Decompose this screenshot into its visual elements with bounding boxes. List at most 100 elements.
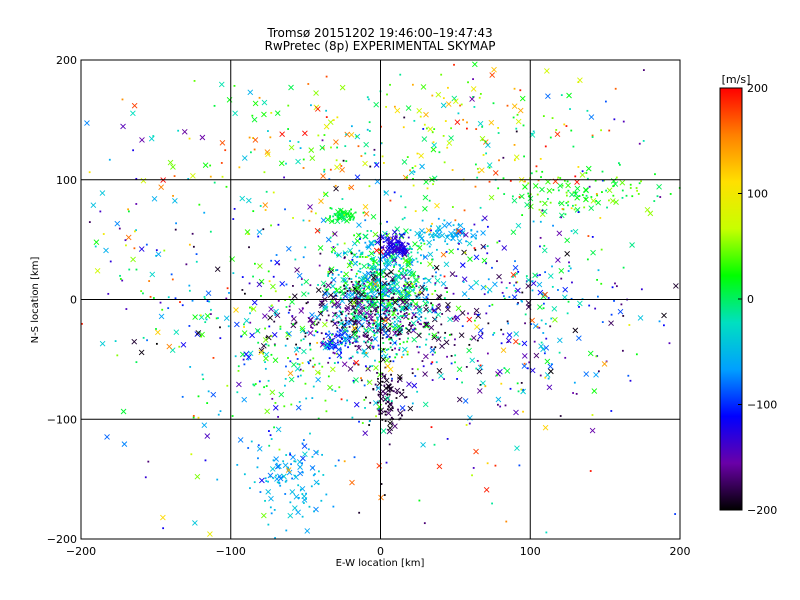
scatter-dot (385, 349, 388, 351)
scatter-cross (385, 410, 392, 417)
scatter-dot (325, 116, 328, 119)
scatter-dot (264, 499, 266, 502)
scatter-dot (596, 194, 599, 197)
scatter-dot (289, 452, 291, 455)
scatter-dot (454, 219, 457, 222)
scatter-dot (339, 311, 342, 314)
scatter-dot (309, 342, 311, 345)
scatter-dot (432, 310, 435, 312)
scatter-cross (477, 364, 484, 371)
scatter-dot (327, 270, 330, 273)
scatter-cross (265, 151, 271, 158)
scatter-dot (520, 299, 523, 302)
scatter-dot (608, 199, 610, 202)
scatter-dot (506, 320, 509, 323)
scatter-dot (289, 453, 292, 456)
scatter-cross (383, 190, 390, 196)
scatter-dot (385, 232, 388, 235)
scatter-dot (387, 251, 390, 254)
scatter-cross (387, 420, 393, 426)
scatter-dot (322, 474, 325, 476)
scatter-dot (381, 293, 384, 295)
scatter-cross (386, 287, 392, 294)
scatter-cross (344, 131, 351, 138)
scatter-dot (401, 273, 403, 275)
scatter-dot (283, 176, 285, 179)
scatter-dot (595, 355, 598, 358)
scatter-dot (387, 282, 390, 285)
scatter-dot (381, 412, 383, 415)
scatter-cross (226, 97, 233, 103)
scatter-cross (301, 493, 308, 500)
scatter-dot (332, 232, 335, 235)
scatter-dot (615, 285, 618, 288)
scatter-cross (554, 131, 561, 137)
scatter-cross (354, 174, 361, 180)
scatter-dot (428, 233, 431, 236)
scatter-dot (269, 434, 272, 437)
scatter-dot (531, 132, 533, 135)
scatter-cross (583, 196, 589, 203)
scatter-cross (467, 256, 473, 262)
scatter-dot (319, 318, 322, 321)
scatter-dot (418, 322, 421, 325)
scatter-dot (404, 286, 406, 289)
scatter-dot (159, 301, 162, 304)
scatter-cross (419, 284, 426, 291)
scatter-dot (522, 410, 524, 413)
scatter-dot (277, 299, 280, 302)
scatter-cross (513, 409, 519, 416)
scatter-cross (389, 276, 396, 282)
scatter-cross (323, 123, 330, 130)
scatter-dot (488, 305, 491, 307)
scatter-cross (365, 322, 372, 329)
scatter-cross (172, 198, 178, 204)
scatter-dot (339, 216, 342, 219)
scatter-dot (411, 368, 414, 370)
scatter-dot (402, 248, 405, 251)
scatter-dot (345, 287, 347, 290)
scatter-cross (380, 269, 386, 275)
scatter-dot (396, 244, 399, 246)
scatter-dot (568, 261, 570, 264)
scatter-cross (466, 316, 473, 323)
scatter-dot (407, 332, 410, 335)
scatter-cross (243, 351, 249, 358)
scatter-dot (300, 278, 303, 280)
scatter-dot (369, 401, 372, 404)
scatter-cross (673, 283, 679, 289)
scatter-dot (372, 272, 374, 274)
scatter-dot (353, 284, 356, 287)
scatter-cross (383, 377, 390, 384)
scatter-dot (500, 342, 503, 345)
scatter-dot (364, 335, 366, 338)
scatter-dot (611, 286, 614, 289)
scatter-dot (372, 260, 375, 263)
scatter-dot (547, 377, 550, 380)
scatter-dot (333, 335, 336, 338)
scatter-cross (331, 301, 338, 308)
x-tick-label: −100 (216, 545, 246, 558)
scatter-cross (252, 100, 259, 107)
scatter-dot (190, 453, 193, 456)
scatter-dot (395, 241, 397, 244)
scatter-dot (384, 324, 387, 327)
scatter-dot (492, 102, 495, 105)
scatter-dot (581, 170, 584, 173)
scatter-dot (415, 283, 418, 285)
scatter-dot (354, 297, 356, 299)
scatter-dot (392, 390, 395, 393)
scatter-cross (420, 84, 427, 90)
scatter-dot (467, 298, 470, 300)
scatter-dot (420, 242, 423, 245)
scatter-dot (374, 301, 377, 304)
scatter-dot (401, 316, 404, 319)
scatter-dot (344, 307, 347, 310)
scatter-dot (412, 259, 415, 261)
scatter-dot (435, 361, 438, 364)
scatter-dot (241, 276, 244, 278)
scatter-dot (409, 229, 412, 232)
scatter-dot (452, 224, 455, 227)
scatter-dot (462, 281, 465, 283)
scatter-dot (539, 200, 542, 203)
